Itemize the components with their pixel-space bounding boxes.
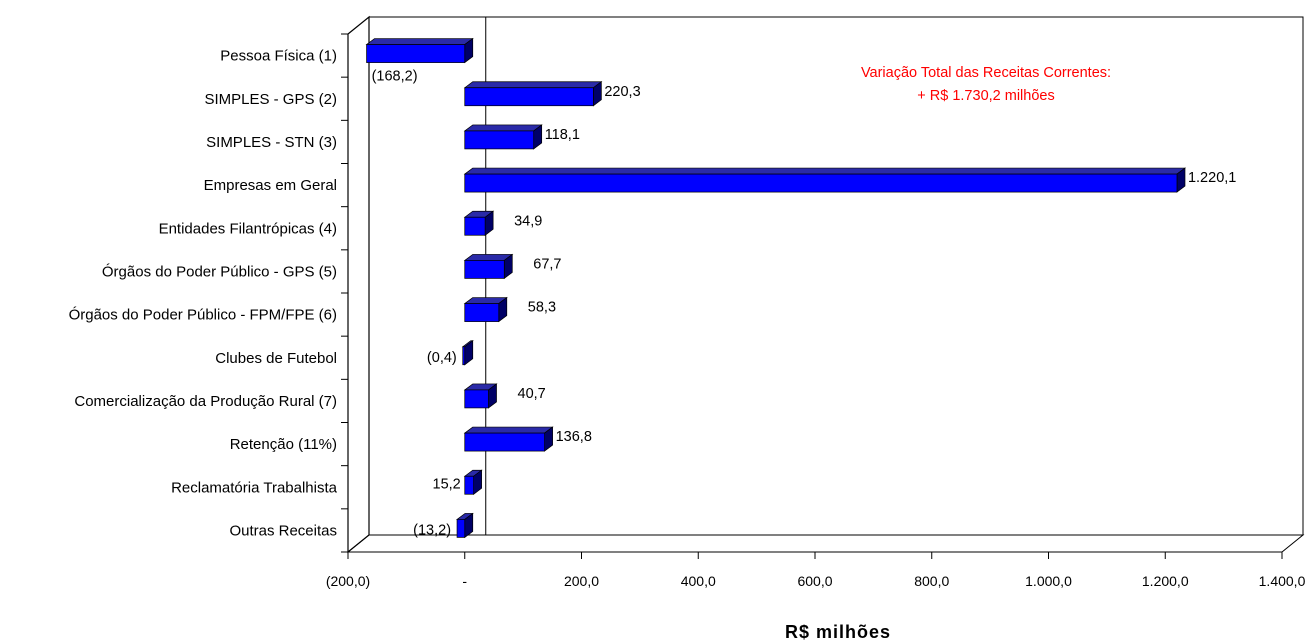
- bar-front-face: [464, 303, 500, 322]
- bar: [463, 383, 498, 409]
- category-label: Clubes de Futebol: [215, 350, 337, 367]
- bar-front-face: [464, 87, 594, 107]
- annotation-line-1: Variação Total das Receitas Correntes:: [861, 65, 1111, 81]
- data-label: 34,9: [514, 213, 542, 229]
- bar-front-face: [464, 260, 505, 279]
- x-tick-label: 1.400,0: [1259, 573, 1306, 589]
- category-label: Pessoa Física (1): [220, 48, 337, 65]
- bar: [365, 37, 474, 64]
- bar-front-face: [456, 519, 466, 538]
- bar-top-face: [463, 167, 1187, 175]
- category-labels: Pessoa Física (1) SIMPLES - GPS (2) SIMPLE…: [69, 48, 338, 540]
- data-label: 1.220,1: [1188, 170, 1236, 186]
- data-label: 15,2: [433, 476, 461, 492]
- left-wall: [347, 15, 370, 554]
- category-label: Retenção (11%): [230, 436, 337, 453]
- bar-top-face: [463, 81, 603, 89]
- bars-group: [365, 37, 1187, 539]
- category-label: Reclamatória Trabalhista: [171, 479, 338, 496]
- bar-front-face: [464, 130, 535, 150]
- bar: [463, 469, 483, 495]
- category-label: Outras Receitas: [229, 522, 337, 539]
- data-label: 136,8: [556, 429, 592, 445]
- x-tick-label: 400,0: [681, 573, 716, 589]
- category-label: Órgãos do Poder Público - FPM/FPE (6): [69, 307, 337, 324]
- category-label: SIMPLES - GPS (2): [204, 91, 337, 108]
- bar: [461, 340, 474, 366]
- x-tick-label: 1.000,0: [1025, 573, 1072, 589]
- bar-front-face: [464, 432, 545, 452]
- bar: [463, 124, 543, 150]
- bar: [455, 512, 474, 539]
- annotation-line-2: + R$ 1.730,2 milhões: [917, 88, 1054, 104]
- value-labels: (168,2) 220,3 118,1 1.220,1 34,9 67,7 58,3 (0,4…: [372, 69, 1237, 539]
- bar-top-face: [463, 124, 543, 132]
- x-tick-label: 800,0: [914, 573, 949, 589]
- x-axis-title: R$ milhões: [785, 622, 891, 642]
- bar: [463, 210, 495, 236]
- bar-top-face: [365, 38, 474, 45]
- data-label: 58,3: [528, 300, 556, 316]
- category-label: Empresas em Geral: [204, 177, 337, 194]
- bar-front-face: [366, 44, 466, 63]
- bar: [463, 167, 1187, 193]
- data-label: 67,7: [533, 256, 561, 272]
- data-label: 220,3: [604, 84, 640, 100]
- bar: [463, 296, 508, 323]
- bar-front-face: [464, 475, 474, 495]
- category-label: Comercialização da Produção Rural (7): [74, 393, 337, 410]
- data-label: (168,2): [372, 69, 418, 85]
- bar: [463, 426, 554, 452]
- data-label: 40,7: [518, 386, 546, 402]
- floor: [346, 534, 1305, 553]
- bar-front-face: [464, 173, 1178, 193]
- category-label: Entidades Filantrópicas (4): [159, 220, 337, 237]
- bar-top-face: [463, 426, 554, 434]
- x-tick-label: 1.200,0: [1142, 573, 1189, 589]
- data-label: (0,4): [427, 350, 457, 366]
- category-label: Órgãos do Poder Público - GPS (5): [102, 263, 337, 280]
- x-axis-ticks: (200,0) - 200,0 400,0 600,0 800,0 1.000,0 1.200…: [326, 33, 1306, 589]
- x-tick-label: 200,0: [564, 573, 599, 589]
- x-tick-label: 600,0: [797, 573, 832, 589]
- bar: [463, 253, 514, 280]
- bar-front-face: [464, 216, 486, 236]
- data-label: 118,1: [545, 127, 580, 143]
- bar-front-face: [464, 389, 489, 409]
- bar: [463, 81, 603, 107]
- data-label: (13,2): [413, 522, 451, 538]
- x-tick-label: (200,0): [326, 573, 370, 589]
- bar-front-face: [462, 346, 466, 366]
- category-label: SIMPLES - STN (3): [206, 134, 337, 151]
- x-tick-label: -: [462, 573, 467, 589]
